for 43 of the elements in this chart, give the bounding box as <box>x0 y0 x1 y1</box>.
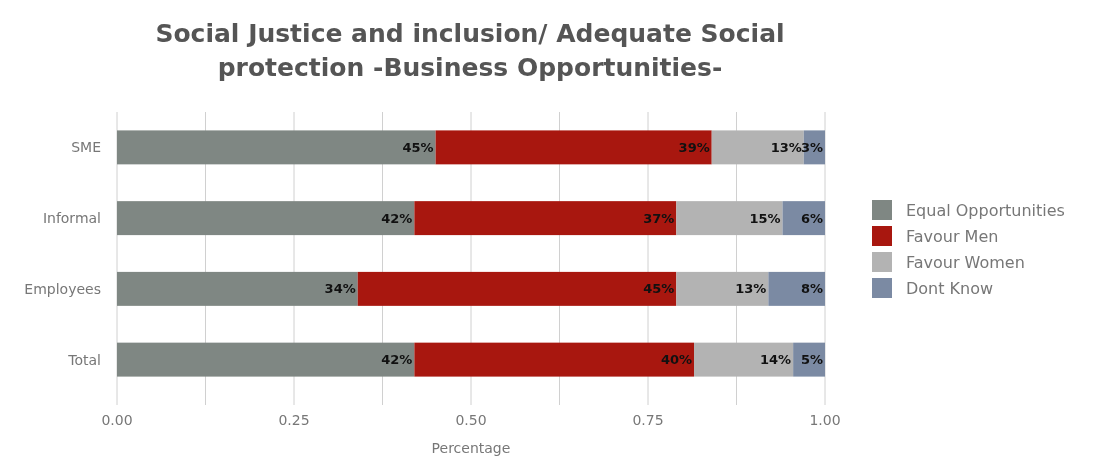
data-label: 45% <box>402 139 434 155</box>
chart-title: Social Justice and inclusion/ Adequate Social protection -Business Opportunities- <box>155 19 785 82</box>
x-tick-label: 0.75 <box>632 412 664 428</box>
y-tick-label: Informal <box>42 210 101 227</box>
bar <box>768 271 825 306</box>
bar <box>117 201 415 236</box>
data-label: 42% <box>381 210 413 226</box>
bar <box>357 271 677 306</box>
bar <box>117 271 358 306</box>
bar <box>694 342 794 377</box>
data-label: 37% <box>643 210 675 226</box>
data-label: 8% <box>800 281 823 297</box>
x-tick-label: 0.00 <box>101 412 133 428</box>
bar <box>414 342 695 377</box>
legend-label: Equal Opportunities <box>906 200 1065 220</box>
bar <box>676 271 769 306</box>
data-label: 42% <box>381 352 413 368</box>
legend-label: Favour Men <box>906 226 999 246</box>
y-tick-label: SME <box>71 139 101 156</box>
x-tick-label: 0.25 <box>278 412 310 428</box>
data-label: 40% <box>660 352 693 368</box>
legend-label: Favour Women <box>906 252 1025 272</box>
y-tick-label: Total <box>67 351 101 368</box>
bar <box>711 130 804 165</box>
x-tick-label: 1.00 <box>809 412 841 428</box>
x-tick-label: 0.50 <box>455 412 487 428</box>
data-label: 39% <box>678 139 710 155</box>
data-label: 34% <box>324 281 356 297</box>
data-label: 45% <box>643 281 675 297</box>
data-label: 13% <box>735 281 767 297</box>
bar <box>676 201 783 236</box>
bar <box>435 130 712 165</box>
data-label: 5% <box>800 352 823 368</box>
data-label: 15% <box>749 210 781 226</box>
data-label: 13% <box>770 139 802 155</box>
data-label: 14% <box>760 352 792 368</box>
data-label: 6% <box>800 210 823 226</box>
legend-label: Dont Know <box>906 278 994 298</box>
x-axis-title: Percentage <box>431 440 511 456</box>
bar <box>117 342 415 377</box>
bar <box>117 130 436 165</box>
bar <box>414 201 677 236</box>
y-tick-label: Employees <box>24 280 101 297</box>
